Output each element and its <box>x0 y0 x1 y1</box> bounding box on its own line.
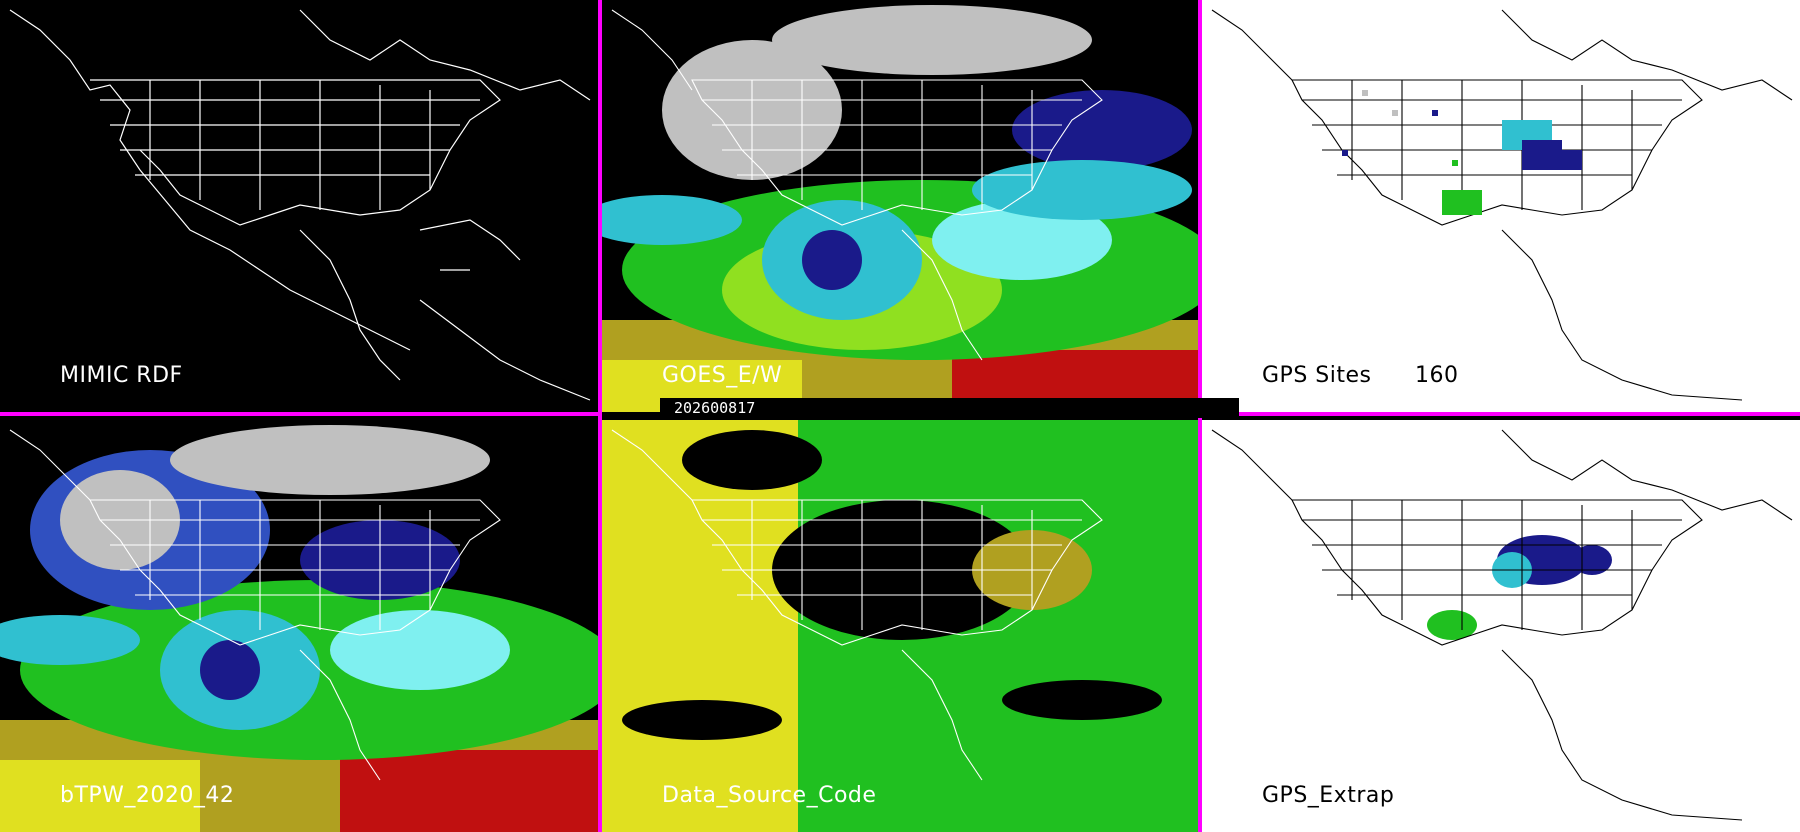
panel-gps-extrap: GPS_Extrap <box>1202 420 1800 832</box>
map-gps-extrap <box>1211 429 1793 821</box>
panel-label: GPS Sites 160 <box>1262 363 1458 388</box>
separator-vertical-left <box>598 0 602 832</box>
panel-label: Data_Source_Code <box>662 783 877 808</box>
map-gps-sites <box>1211 9 1793 401</box>
panel-label: MIMIC RDF <box>60 363 183 388</box>
panel-label: GPS_Extrap <box>1262 783 1395 808</box>
map-goes-ew <box>602 5 1198 412</box>
map-data-source-code <box>602 420 1198 832</box>
panel-data-source-code: Data_Source_Code <box>602 420 1198 832</box>
panel-label: bTPW_2020_42 <box>60 783 235 808</box>
panel-gps-sites: GPS Sites 160 <box>1202 0 1800 412</box>
separator-horizontal-left <box>0 412 602 416</box>
separator-horizontal-right <box>1198 412 1800 416</box>
panel-mimic-rdf: MIMIC RDF <box>0 0 598 412</box>
panel-label-text: GPS Sites <box>1262 363 1372 388</box>
date-label: 202600817 <box>660 398 1239 418</box>
map-btpw <box>0 425 598 832</box>
map-mimic-rdf <box>9 9 591 401</box>
panel-label: GOES_E/W <box>662 363 783 388</box>
panel-btpw: bTPW_2020_42 <box>0 420 598 832</box>
gps-sites-count: 160 <box>1414 363 1459 388</box>
panel-goes-ew: GOES_E/W <box>602 0 1198 412</box>
